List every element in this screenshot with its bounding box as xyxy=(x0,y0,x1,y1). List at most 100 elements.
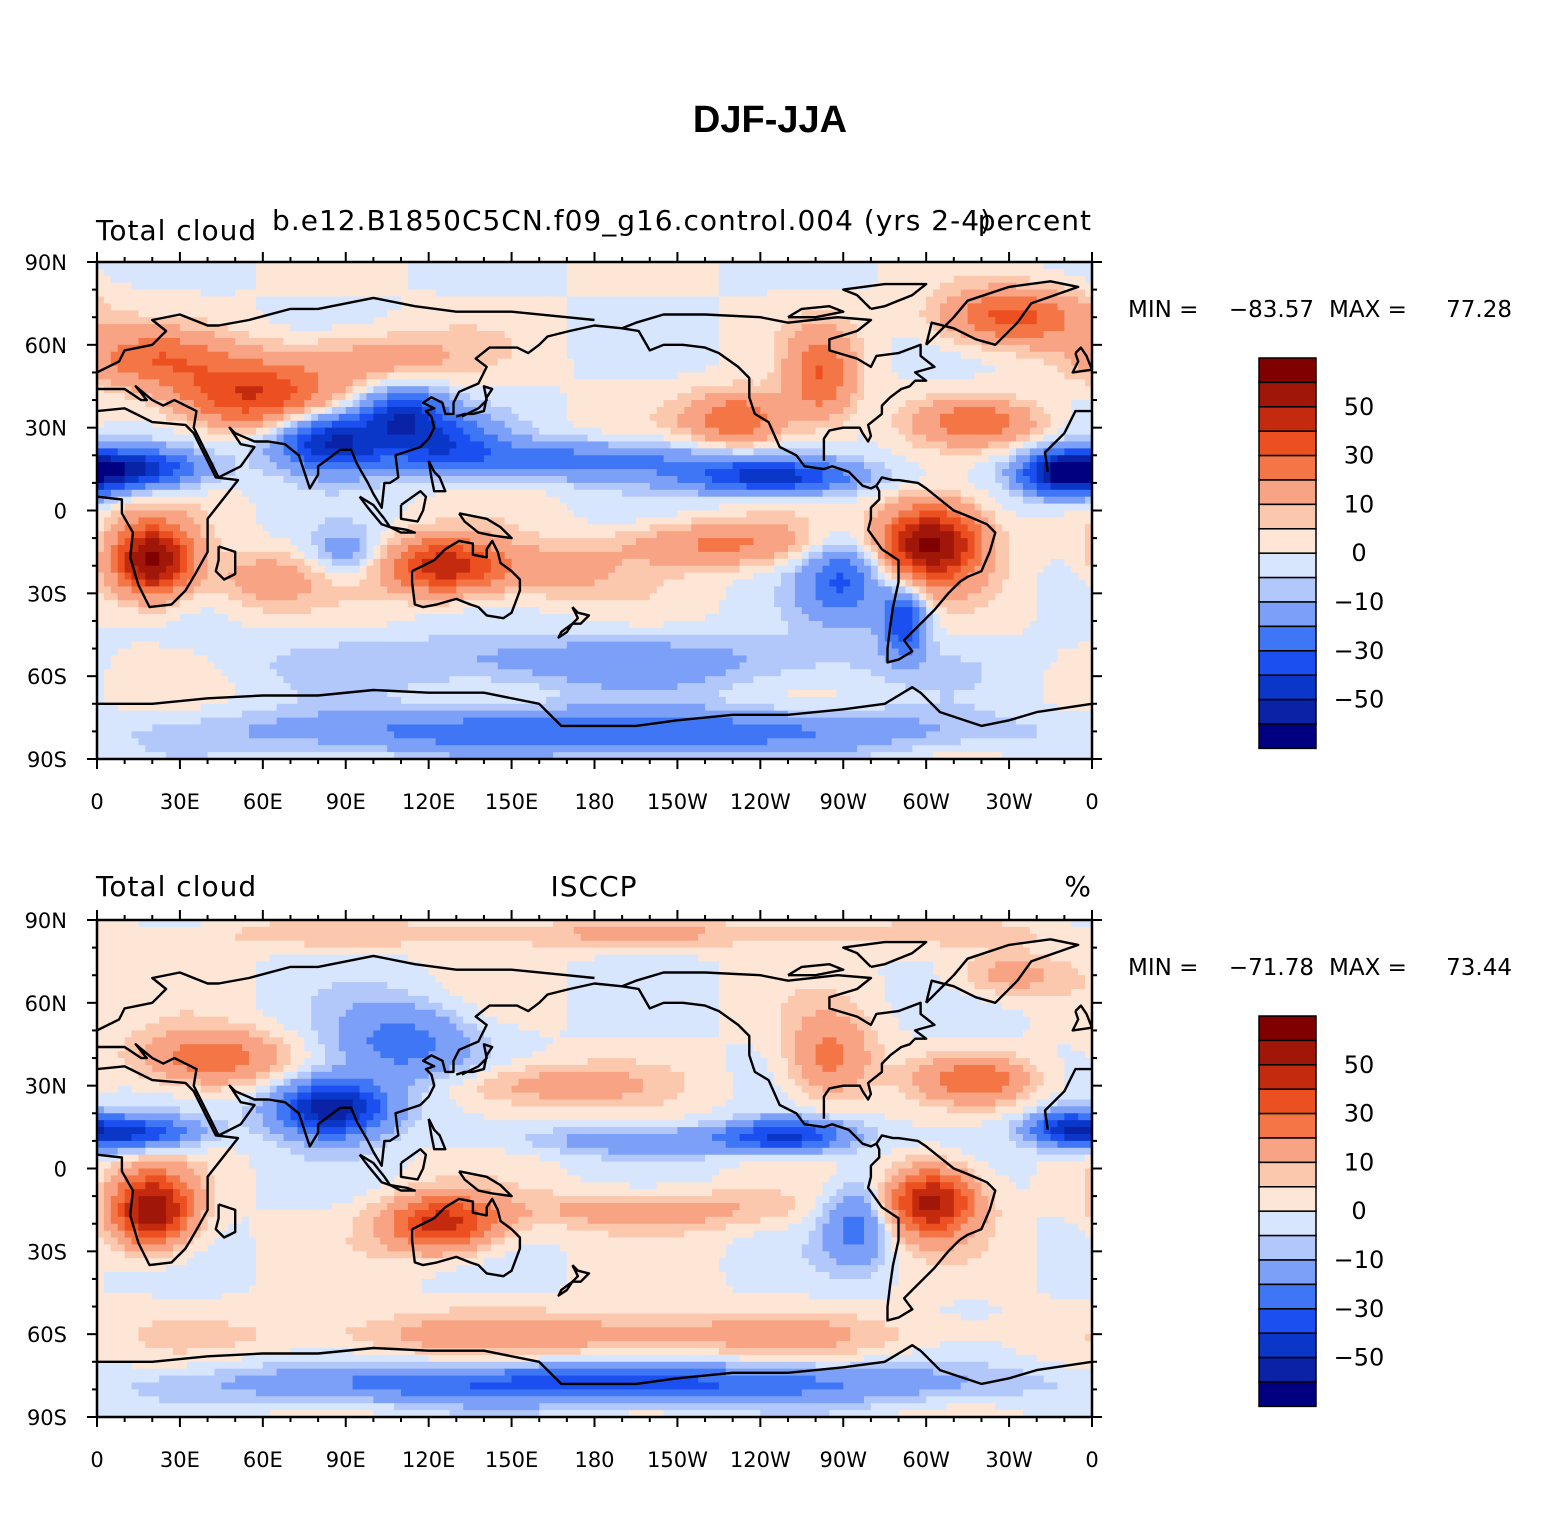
contour-cell xyxy=(490,1051,533,1059)
contour-cell xyxy=(1036,1354,1092,1363)
contour-cell xyxy=(497,1209,533,1218)
contour-cell xyxy=(981,669,1045,677)
min-value: −83.57 xyxy=(1229,297,1314,323)
contour-cell xyxy=(421,961,568,969)
contour-cell xyxy=(670,441,699,449)
contour-cell xyxy=(221,545,298,553)
contour-cell xyxy=(103,1223,119,1232)
contour-cell xyxy=(781,1009,817,1018)
contour-cell xyxy=(566,641,672,650)
contour-cell xyxy=(97,1347,174,1356)
contour-cell xyxy=(511,337,568,346)
contour-cell xyxy=(193,400,216,408)
contour-cell xyxy=(801,1113,831,1121)
contour-cell xyxy=(387,1113,409,1121)
contour-cell xyxy=(214,662,271,670)
colorbar-swatch xyxy=(1258,552,1317,579)
contour-cell xyxy=(787,524,810,532)
contour-cell xyxy=(891,337,920,346)
contour-cell xyxy=(898,572,913,581)
contour-cell xyxy=(559,1030,720,1038)
contour-cell xyxy=(179,337,236,346)
contour-cell xyxy=(587,1058,637,1066)
contour-cell xyxy=(235,1341,374,1349)
contour-cell xyxy=(905,538,920,546)
contour-cell xyxy=(428,448,450,456)
contour-cell xyxy=(470,1044,492,1052)
contour-cell xyxy=(891,614,913,622)
contour-cell xyxy=(207,1161,250,1170)
contour-cell xyxy=(946,607,976,615)
contour-cell xyxy=(912,413,941,422)
contour-cell xyxy=(325,1058,347,1066)
contour-cell xyxy=(1015,1092,1031,1101)
contour-cell xyxy=(249,731,395,739)
contour-cell xyxy=(995,1099,1017,1107)
contour-cell xyxy=(97,400,146,408)
contour-cell xyxy=(166,1196,174,1204)
contour-cell xyxy=(933,620,941,629)
coastline xyxy=(557,606,591,639)
coastline xyxy=(399,1148,428,1181)
contour-cell xyxy=(186,420,209,429)
contour-cell xyxy=(898,1272,1038,1280)
contour-cell xyxy=(159,379,195,387)
contour-cell xyxy=(698,933,1038,942)
contour-cell xyxy=(891,413,913,422)
contour-cell xyxy=(580,1175,713,1183)
contour-cell xyxy=(974,1209,989,1218)
contour-cell xyxy=(311,531,368,539)
coastline xyxy=(410,1197,522,1278)
contour-cell xyxy=(359,1085,381,1094)
contour-cell xyxy=(781,434,858,443)
contour-cell xyxy=(566,296,720,305)
contour-cell xyxy=(926,434,1017,443)
contour-cell xyxy=(891,1292,1052,1301)
contour-cell xyxy=(995,989,1072,997)
contour-cell xyxy=(470,565,492,574)
contour-cell xyxy=(1085,975,1092,983)
coastline xyxy=(787,305,845,319)
contour-cell xyxy=(926,1175,941,1183)
contour-cell xyxy=(255,1237,347,1246)
contour-cell xyxy=(995,517,1092,525)
contour-cell xyxy=(905,579,913,588)
contour-cell xyxy=(753,538,796,546)
contour-cell xyxy=(995,961,1031,969)
contour-cell xyxy=(255,296,402,305)
contour-cell xyxy=(843,331,858,339)
contour-cell xyxy=(179,1203,188,1211)
contour-cell xyxy=(1009,1071,1031,1080)
contour-cell xyxy=(981,358,1045,367)
contour-cell xyxy=(953,545,969,553)
contour-cell xyxy=(884,1051,927,1059)
contour-cell xyxy=(290,1099,298,1107)
contour-cell xyxy=(995,531,1010,539)
contour-cell xyxy=(387,400,423,408)
contour-cell xyxy=(1015,717,1092,726)
contour-cell xyxy=(352,1230,374,1239)
contour-cell xyxy=(981,1223,996,1232)
contour-cell xyxy=(815,1106,948,1114)
contour-cell xyxy=(318,989,409,997)
contour-cell xyxy=(718,331,775,339)
contour-cell xyxy=(276,717,464,726)
contour-cell xyxy=(995,475,1010,484)
contour-cell xyxy=(808,1209,824,1218)
contour-cell xyxy=(131,1196,140,1204)
contour-cell xyxy=(953,1230,976,1239)
contour-cell xyxy=(1015,475,1031,484)
contour-cell xyxy=(884,545,893,553)
contour-cell xyxy=(919,462,976,470)
contour-cell xyxy=(359,393,368,401)
contour-cell xyxy=(131,1361,188,1370)
contour-cell xyxy=(200,607,216,615)
contour-cell xyxy=(781,1037,796,1045)
contour-cell xyxy=(470,393,568,401)
contour-cell xyxy=(193,538,209,546)
contour-cell xyxy=(325,517,354,525)
contour-cell xyxy=(698,545,741,553)
contour-cell xyxy=(566,262,720,270)
contour-cell xyxy=(1015,1140,1038,1149)
contour-cell xyxy=(718,1016,782,1025)
